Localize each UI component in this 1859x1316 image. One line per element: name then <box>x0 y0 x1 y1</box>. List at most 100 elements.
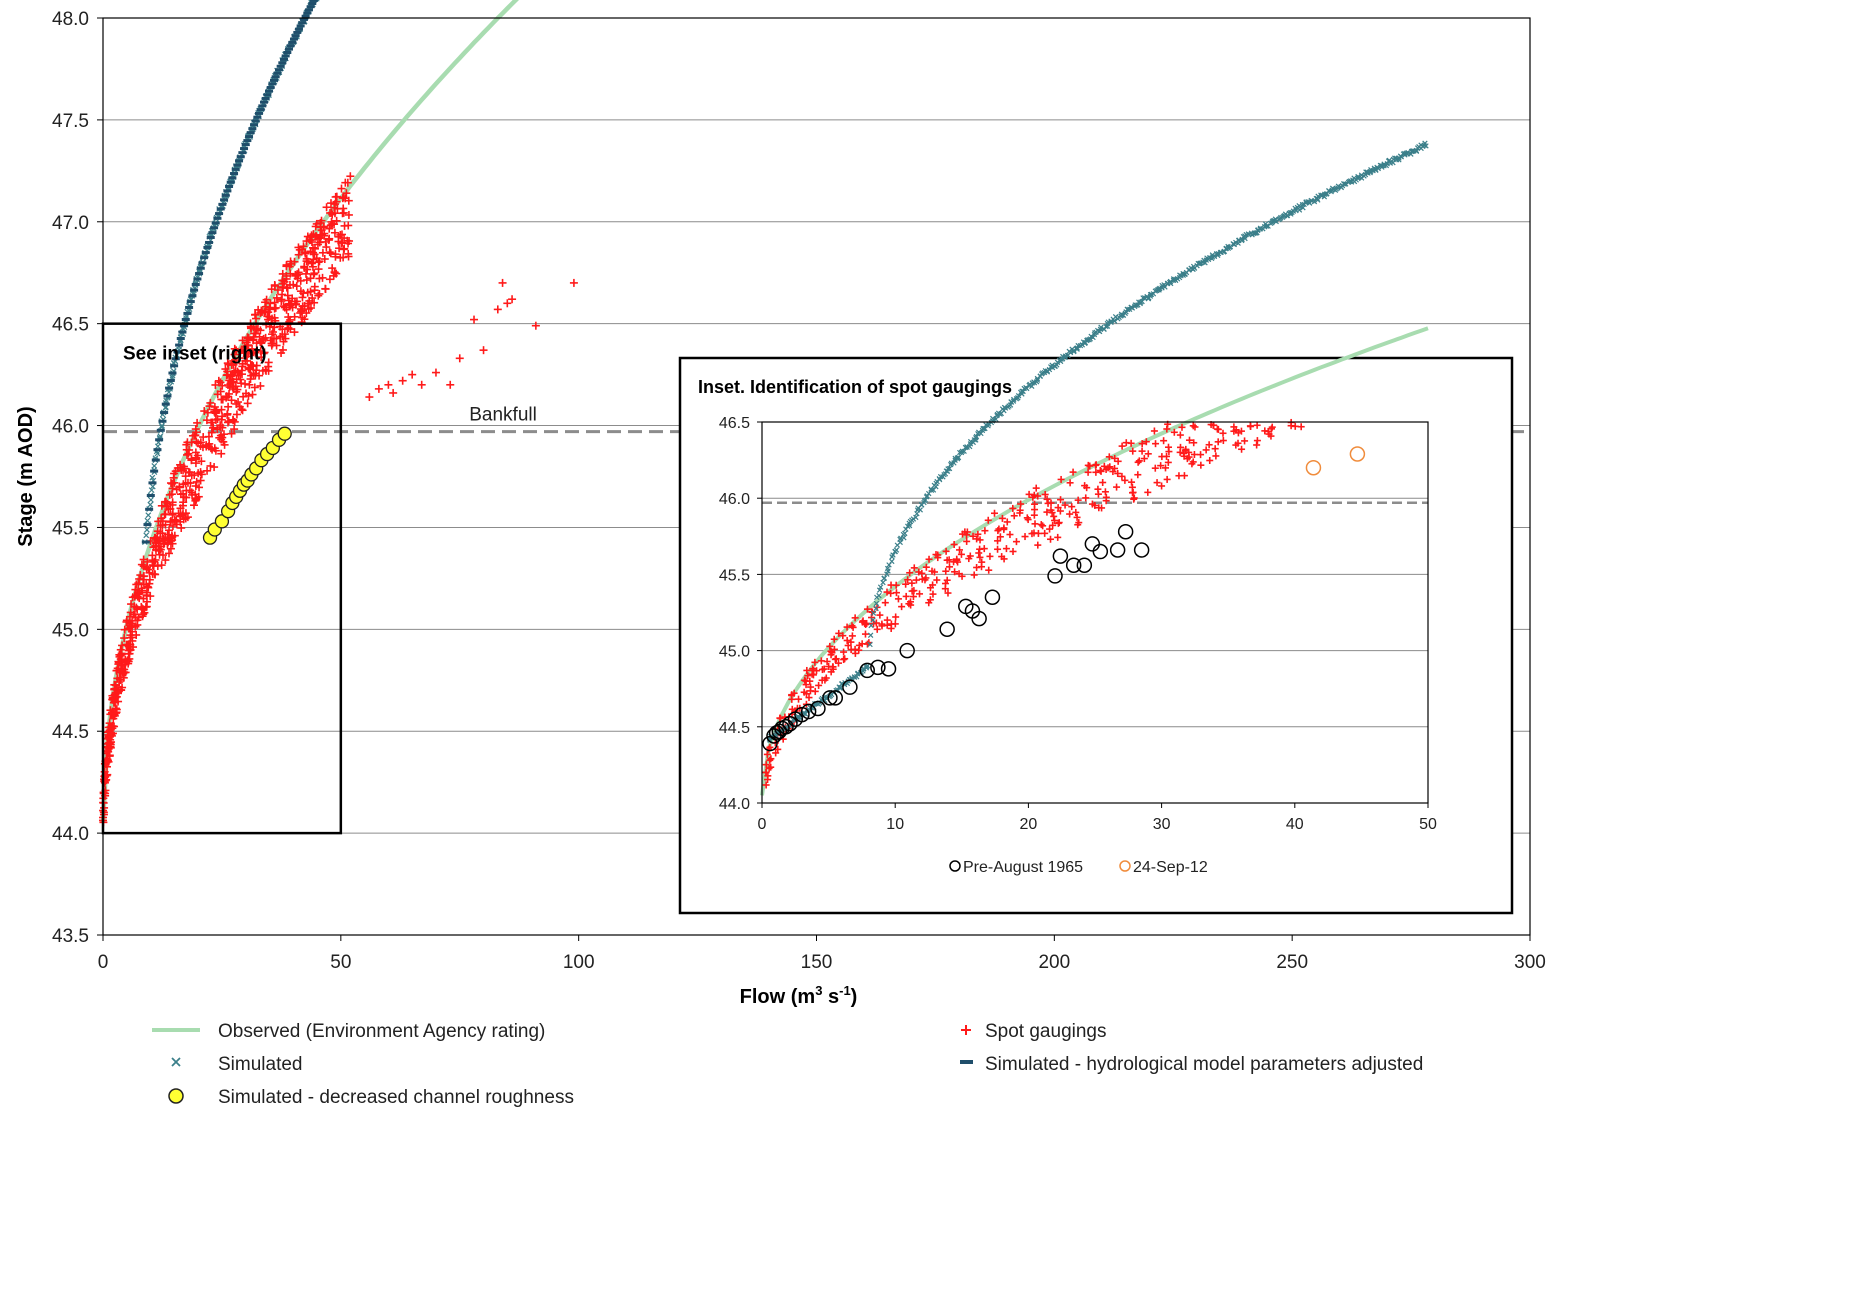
spot-gauging-point <box>227 429 236 438</box>
inset-spot-point <box>1202 446 1210 454</box>
spot-gauging-point <box>199 433 208 442</box>
spot-gauging-point <box>231 382 240 391</box>
legend-item-simulated: Simulated <box>171 1054 303 1075</box>
inset-spot-point <box>839 632 847 640</box>
spot-gauging-point <box>190 501 199 510</box>
spot-gauging-point <box>314 291 323 300</box>
spot-gauging-point <box>114 660 123 669</box>
spot-gauging-point <box>278 290 287 299</box>
inset-spot-point <box>1003 518 1011 526</box>
spot-gauging-point <box>470 315 479 324</box>
spot-gauging-point <box>292 282 301 291</box>
spot-gauging-point <box>243 341 252 350</box>
adjusted-point <box>180 324 189 328</box>
spot-gauging-point <box>252 314 261 323</box>
spot-gauging-point <box>206 461 215 470</box>
spot-gauging-point <box>205 402 214 411</box>
inset-spot-point <box>1072 508 1080 516</box>
simulated-point <box>157 433 164 440</box>
adjusted-point <box>143 523 152 527</box>
legend-item-roughness: Simulated - decreased channel roughness <box>168 1087 574 1108</box>
spot-gauging-point <box>310 244 319 253</box>
spot-gauging-point <box>172 485 181 494</box>
adjusted-point <box>203 245 212 249</box>
spot-gauging-point <box>211 415 220 424</box>
spot-gauging-point <box>140 608 149 617</box>
inset-y-tick-label: 45.5 <box>719 567 750 584</box>
spot-gauging-point <box>299 242 308 251</box>
inset-spot-point <box>963 537 971 545</box>
spot-gauging-point <box>150 557 159 566</box>
spot-gauging-point <box>298 313 307 322</box>
spot-gauging-point <box>292 297 301 306</box>
adjusted-point <box>153 448 162 452</box>
spot-gauging-point <box>126 623 135 632</box>
spot-gauging-point <box>248 344 257 353</box>
spot-gauging-point <box>246 361 255 370</box>
inset-spot-point <box>1032 484 1040 492</box>
spot-gauging-point <box>206 444 215 453</box>
legend-item-observed: Observed (Environment Agency rating) <box>152 1021 545 1042</box>
adjusted-point <box>195 272 204 276</box>
spot-gauging-point <box>151 570 160 579</box>
spot-gauging-point <box>125 612 134 621</box>
simulated-point <box>159 422 165 429</box>
inset-spot-point <box>1185 436 1193 444</box>
spot-gauging-point <box>135 574 144 583</box>
inset-spot-point <box>835 629 843 637</box>
spot-gauging-point <box>223 367 232 376</box>
adjusted-point <box>213 216 222 220</box>
legend-swatch-roughness <box>168 1088 184 1104</box>
spot-gauging-point <box>273 286 282 295</box>
adjusted-point <box>173 350 182 354</box>
inset-frame <box>678 356 1514 915</box>
spot-gauging-point <box>321 284 330 293</box>
y-tick-label: 47.5 <box>52 111 89 132</box>
spot-gauging-point <box>162 502 171 511</box>
spot-gauging-point <box>158 551 167 560</box>
spot-gauging-point <box>341 194 350 203</box>
spot-gauging-point <box>272 334 281 343</box>
y-axis-label: Stage (m AOD) <box>15 406 37 546</box>
spot-gauging-point <box>179 498 188 507</box>
spot-gauging-point <box>329 271 338 280</box>
inset-spot-point <box>1161 464 1169 472</box>
inset-y-tick-label: 44.5 <box>719 720 750 737</box>
spot-gauging-point <box>182 493 191 502</box>
inset-spot-point <box>1190 451 1198 459</box>
y-tick-label: 43.5 <box>52 926 89 947</box>
inset-spot-gaugings <box>762 418 1305 789</box>
adjusted-point <box>250 123 259 127</box>
adjusted-point <box>246 131 255 135</box>
spot-gauging-point <box>261 298 270 307</box>
y-tick-label: 44.0 <box>52 824 89 845</box>
inset-spot-point <box>892 613 900 621</box>
spot-gauging-point <box>119 669 128 678</box>
spot-gauging-point <box>166 518 175 527</box>
adjusted-point <box>168 371 177 375</box>
spot-gauging-point <box>230 344 239 353</box>
spot-gauging-point <box>256 326 265 335</box>
inset-spot-point <box>1127 439 1135 447</box>
spot-gauging-point <box>317 216 326 225</box>
spot-gauging-point <box>168 522 177 531</box>
spot-gauging-point <box>241 356 250 365</box>
inset-spot-point <box>926 596 934 604</box>
spot-gauging-point <box>271 303 280 312</box>
spot-gauging-point <box>124 649 133 658</box>
spot-gauging-point <box>340 221 349 230</box>
spot-gauging-point <box>216 378 225 387</box>
simulated-point <box>147 501 154 508</box>
adjusted-points <box>141 0 318 544</box>
adjusted-point <box>279 57 288 61</box>
adjusted-point <box>146 494 155 498</box>
spot-gauging-point <box>169 473 178 482</box>
spot-gauging-point <box>328 264 337 273</box>
adjusted-point <box>150 469 159 473</box>
spot-gauging-point <box>306 303 315 312</box>
spot-gauging-point <box>325 248 334 257</box>
inset-spot-point <box>991 509 999 517</box>
inset-spot-point <box>975 549 983 557</box>
spot-gauging-point <box>330 228 339 237</box>
spot-gauging-point <box>105 751 114 760</box>
